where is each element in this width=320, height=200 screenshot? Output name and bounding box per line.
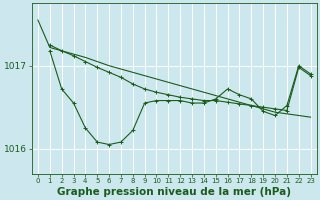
X-axis label: Graphe pression niveau de la mer (hPa): Graphe pression niveau de la mer (hPa): [57, 187, 291, 197]
